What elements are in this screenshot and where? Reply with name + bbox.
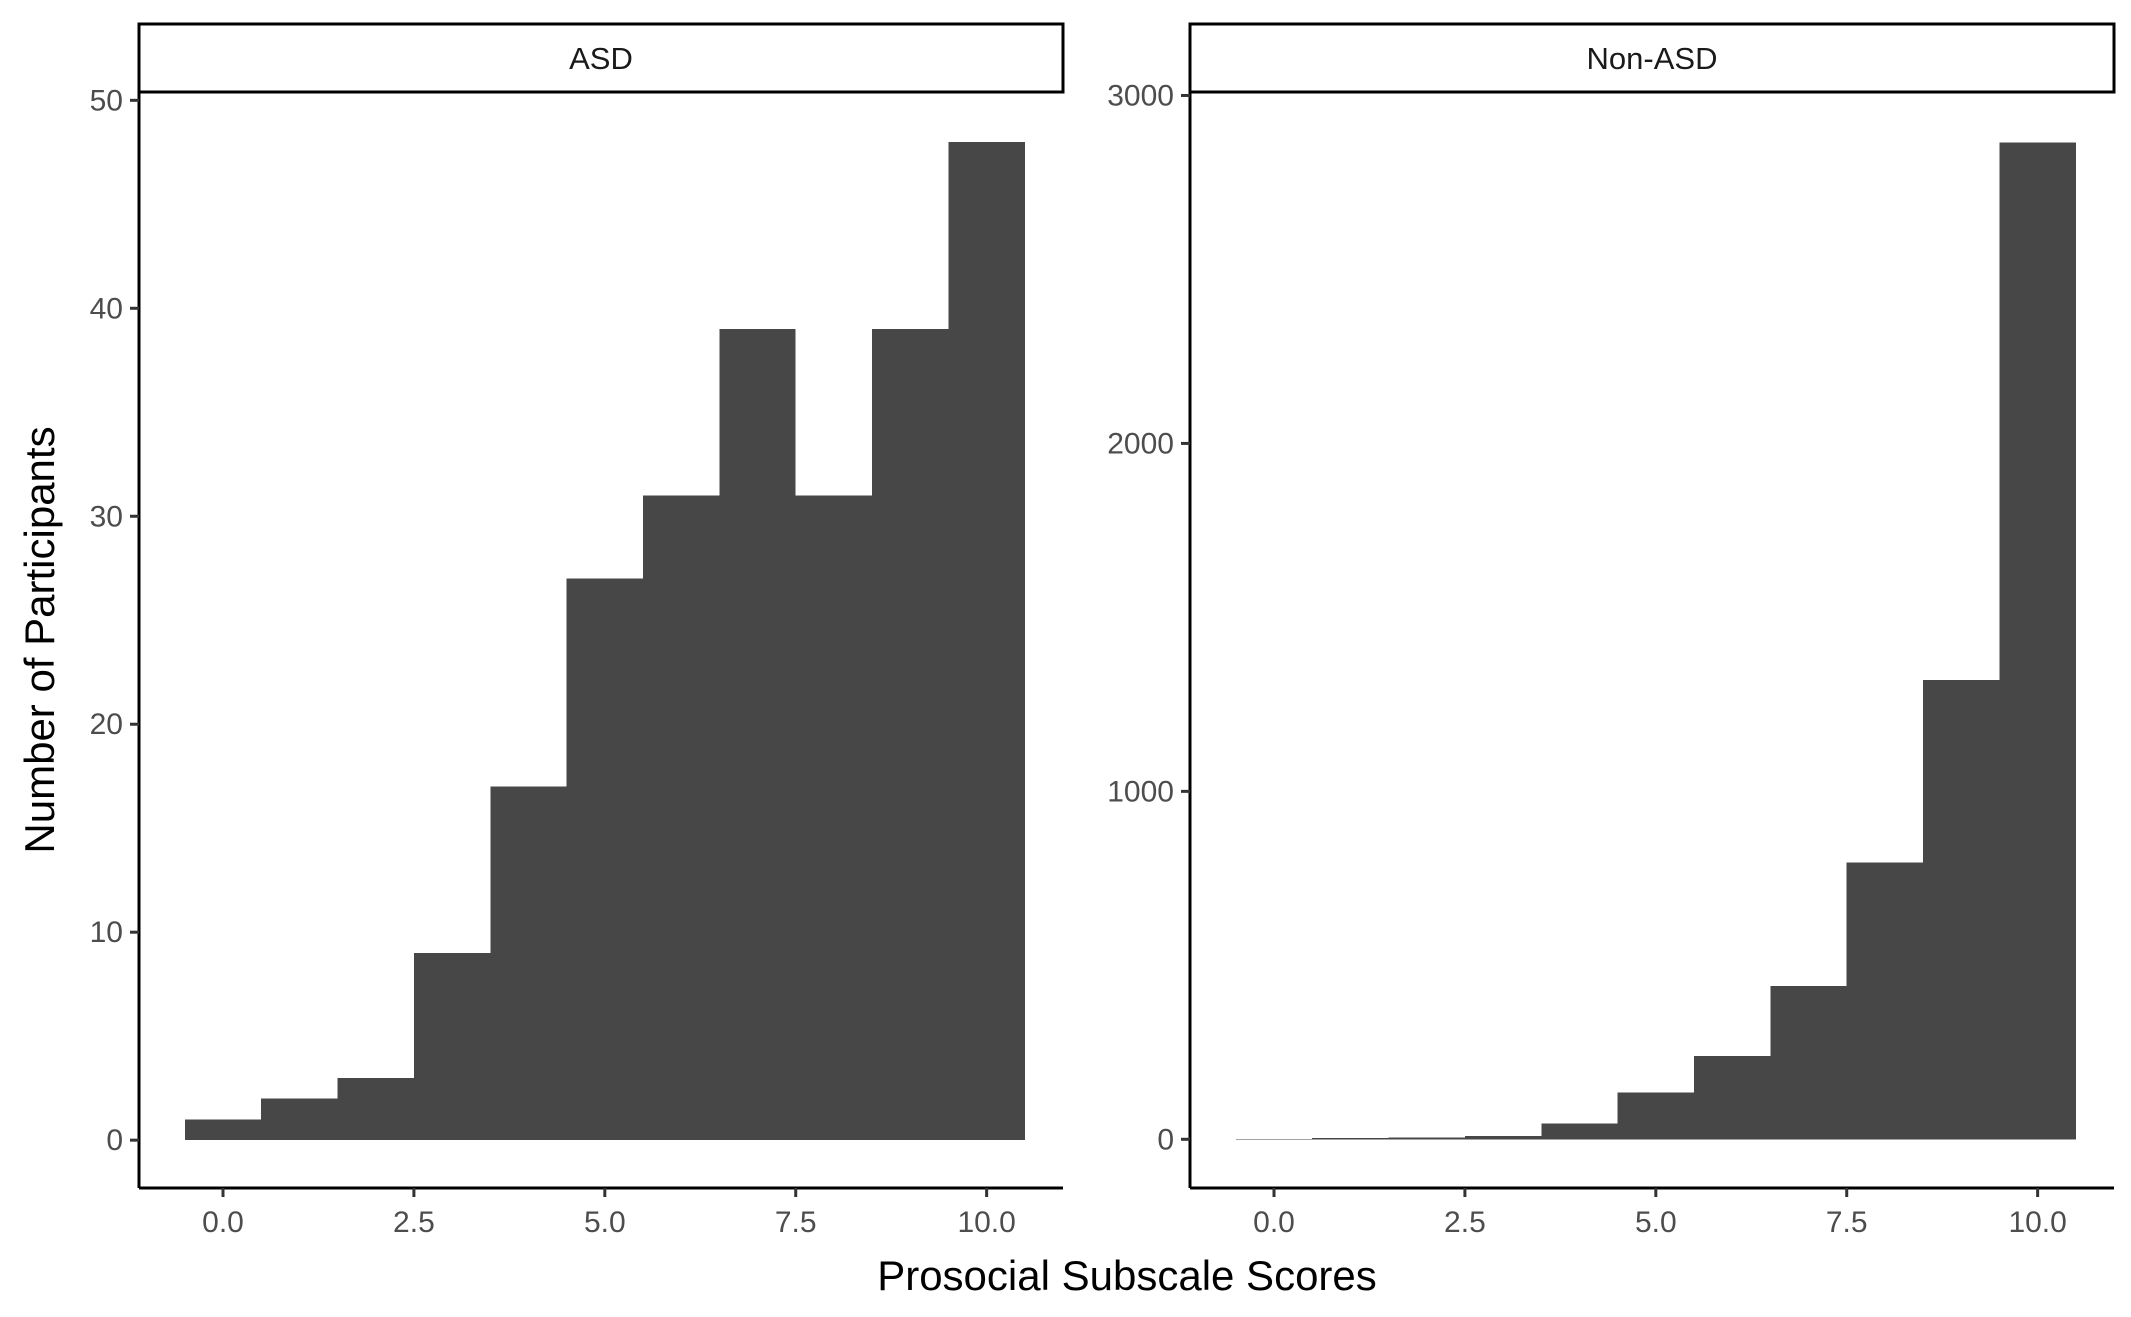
x-tick-label: 10.0 <box>957 1206 1015 1239</box>
histogram-bar <box>872 329 949 1141</box>
histogram-bar <box>1999 142 2076 1140</box>
histogram-bar <box>184 1119 262 1141</box>
histogram-bar <box>566 578 643 1141</box>
histogram-bar <box>1770 986 1847 1140</box>
histogram-bar <box>490 786 567 1141</box>
histogram-bar <box>1617 1092 1694 1140</box>
panel-non-asd: Non-ASD 0 1000 2000 3000 0.0 2.5 5.0 7.5 10.0 <box>1107 22 2116 1239</box>
y-tick-label: 20 <box>90 708 123 741</box>
y-tick-label: 2000 <box>1107 427 1174 460</box>
y-tick-label: 3000 <box>1107 79 1174 112</box>
x-tick-label: 2.5 <box>1444 1206 1486 1239</box>
facet-strip-label: Non-ASD <box>1587 41 1718 76</box>
histogram-bar <box>795 495 873 1141</box>
x-tick-label: 0.0 <box>202 1206 244 1239</box>
histogram-bar <box>1312 1138 1389 1140</box>
x-tick-label: 7.5 <box>775 1206 817 1239</box>
histogram-bar <box>1541 1123 1618 1140</box>
x-tick-label: 5.0 <box>1635 1206 1677 1239</box>
histogram-bar <box>719 329 796 1141</box>
x-tick-label: 5.0 <box>584 1206 626 1239</box>
histogram-bar <box>643 495 720 1141</box>
x-tick-label: 0.0 <box>1253 1206 1295 1239</box>
y-tick-label: 30 <box>90 500 123 533</box>
facet-strip-label: ASD <box>569 41 633 76</box>
histogram-bar <box>948 141 1025 1141</box>
x-tick-label: 10.0 <box>2008 1206 2066 1239</box>
panel-asd: ASD 0 10 20 30 40 50 0.0 2.5 5.0 7.5 10.0 <box>90 22 1065 1239</box>
y-tick-label: 0 <box>1157 1123 1174 1156</box>
y-tick-label: 50 <box>90 84 123 117</box>
facet-strip-box <box>1188 22 2116 94</box>
histogram-bar <box>1388 1137 1465 1140</box>
histogram-bar <box>413 952 491 1141</box>
x-tick-label: 2.5 <box>393 1206 435 1239</box>
y-tick-label: 0 <box>106 1124 123 1157</box>
histogram-bar <box>261 1098 338 1141</box>
y-axis-title: Number of Participants <box>16 426 63 853</box>
x-axis-title: Prosocial Subscale Scores <box>877 1252 1377 1299</box>
y-tick-label: 10 <box>90 916 123 949</box>
y-tick-label: 1000 <box>1107 775 1174 808</box>
histogram-bar <box>1923 680 2000 1140</box>
histogram-bar <box>1694 1055 1771 1140</box>
histogram-bar <box>337 1077 414 1141</box>
histogram-bar <box>1846 862 1924 1140</box>
facet-strip-box <box>137 22 1065 94</box>
x-tick-label: 7.5 <box>1826 1206 1868 1239</box>
histogram-bar <box>1464 1135 1542 1140</box>
y-tick-label: 40 <box>90 292 123 325</box>
histogram-bar <box>1235 1138 1313 1140</box>
